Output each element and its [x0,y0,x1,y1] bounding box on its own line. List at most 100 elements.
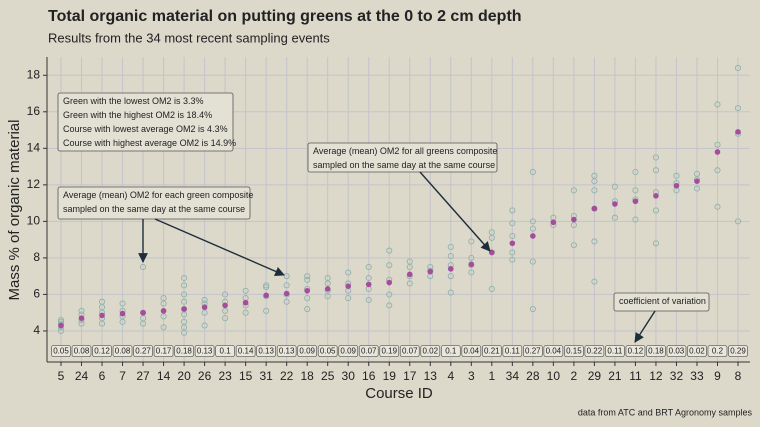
annotation-text: Average (mean) OM2 for each green compos… [63,190,253,200]
sample-point [734,64,742,72]
cv-box [687,345,707,357]
sample-point [632,187,639,194]
sample-point [386,302,393,309]
cv-box [502,345,523,357]
y-tick-label: 18 [27,67,41,81]
sample-point [365,296,372,303]
mean-point [283,290,290,297]
caption: data from ATC and BRT Agronomy samples [578,407,753,417]
cv-box [707,345,728,357]
sample-point [714,167,721,174]
x-tick-label: 8 [735,369,742,383]
cv-label: 0.07 [402,347,418,356]
x-tick-label: 25 [321,369,335,383]
sample-point [570,221,577,229]
mean-point [78,315,85,321]
sample-point [386,291,393,298]
sample-point [714,203,721,210]
chart-subtitle: Results from the 34 most recent sampling… [48,30,330,45]
sample-point [406,280,413,287]
sample-point [181,318,188,325]
cv-label: 0.27 [135,347,151,356]
sample-point [652,167,659,174]
mean-point [160,308,167,314]
annotation-text: sampled on the same day at the same cour… [313,160,495,170]
y-tick-label: 14 [27,140,41,154]
sample-point [57,316,65,324]
cv-box [522,345,543,357]
sample-point [181,298,188,305]
mean-point [386,279,393,286]
annotation-text: sampled on the same day at the same cour… [63,204,245,214]
sample-point [734,218,742,225]
cv-box [420,345,441,357]
cv-label: 0.13 [279,347,295,356]
mean-point [714,149,721,155]
x-tick-label: 32 [670,369,684,383]
cv-box [112,345,133,357]
sample-point [529,305,536,313]
cv-box [317,345,338,357]
cv-box [543,345,564,357]
cv-box [728,345,748,357]
y-tick-label: 8 [33,250,40,264]
x-tick-label: 14 [157,369,171,383]
sample-point [570,187,577,194]
cv-label: 0.08 [74,347,90,356]
sample-point [673,172,680,179]
mean-point [99,312,105,319]
sample-point [78,320,85,327]
x-tick-label: 33 [690,369,704,383]
cv-label: 0.11 [607,347,623,356]
cv-box [92,345,112,357]
cv-label: 0.05 [320,347,336,356]
sample-point [734,105,742,112]
x-tick-label: 1 [488,369,495,383]
y-tick-label: 4 [33,323,40,337]
sample-point [468,269,475,276]
sample-point [283,282,290,289]
x-tick-label: 34 [506,369,520,383]
cv-box [338,345,359,357]
sample-point [201,309,208,316]
sample-point [591,238,598,245]
sample-point [406,258,413,265]
sample-point [509,256,516,263]
cv-label: 0.04 [546,347,562,356]
sample-point [222,291,229,298]
cv-label: 0.02 [689,347,705,356]
cv-label: 0.11 [505,347,521,356]
sample-point [611,214,618,221]
annotation-arrow [419,171,491,252]
x-tick-label: 19 [383,369,397,383]
cv-box [461,345,482,357]
x-tick-label: 21 [608,369,622,383]
mean-point [119,310,126,317]
sample-point [345,269,352,276]
sample-point [447,253,454,260]
sample-point [693,185,701,192]
y-tick-label: 6 [33,287,40,301]
sample-point [652,207,659,214]
x-tick-label: 31 [259,369,273,383]
sample-point [570,242,577,249]
cv-box [276,345,297,357]
x-tick-label: 27 [136,369,150,383]
mean-point [735,129,741,135]
mean-point [673,182,680,189]
sample-point [591,278,598,285]
sample-point [160,295,167,302]
sample-point [714,101,721,108]
cv-box [440,345,461,357]
x-tick-label: 7 [119,369,126,383]
mean-point [58,322,64,329]
sample-point [78,307,85,314]
mean-point [263,292,269,299]
mean-point [181,306,187,312]
cv-box [51,345,71,357]
x-tick-label: 15 [239,369,253,383]
sample-point [181,274,188,282]
cv-label: 0.27 [525,347,541,356]
y-tick-label: 12 [27,177,41,191]
